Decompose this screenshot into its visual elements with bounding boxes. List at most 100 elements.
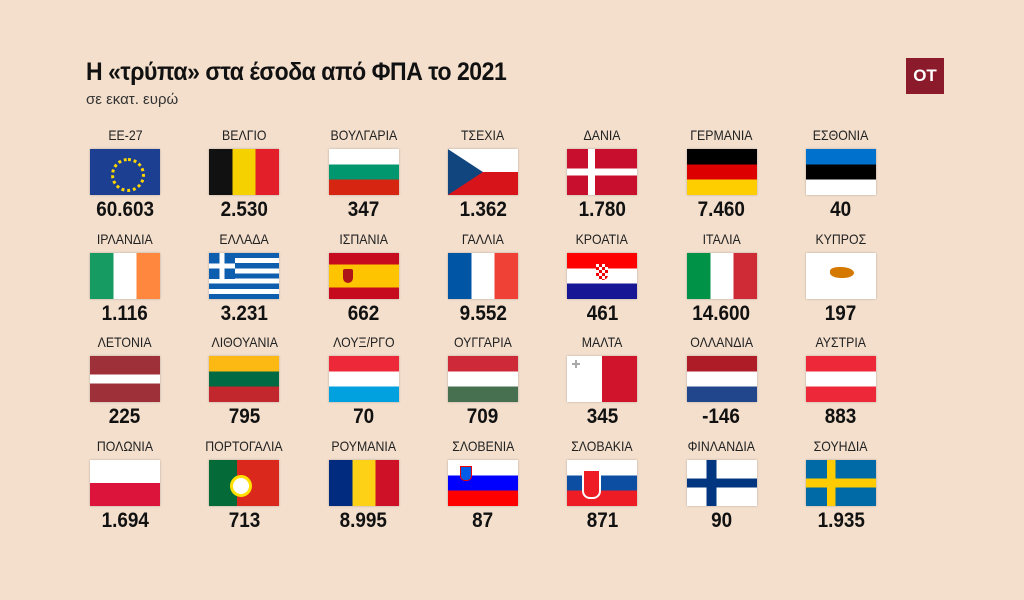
country-value: 795 [228, 405, 261, 428]
country-value: 1.780 [578, 198, 626, 221]
country-name: ΙΣΠΑΝΙΑ [339, 230, 388, 247]
flag-bg-icon [328, 149, 399, 195]
country-cell: ΕΛΛΑΔΑ 3.231 [184, 230, 304, 326]
country-name: ΡΟΥΜΑΝΙΑ [331, 437, 396, 454]
country-name: ΣΛΟΒΑΚΙΑ [571, 437, 633, 454]
country-value: 225 [109, 405, 141, 428]
country-name: ΙΤΑΛΙΑ [702, 230, 741, 247]
flag-lv-icon [90, 356, 160, 402]
flag-at-icon [805, 356, 876, 402]
country-value: -146 [702, 405, 741, 428]
flag-pt-icon [209, 459, 280, 506]
flag-mt-icon [567, 356, 638, 402]
country-name: ΠΟΛΩΝΙΑ [96, 437, 154, 454]
country-value: 1.116 [101, 301, 149, 325]
flag-lu-icon [328, 356, 399, 402]
flag-hr-icon [567, 252, 638, 299]
country-cell: ΣΛΟΒΑΚΙΑ 871 [542, 437, 662, 533]
country-cell: ΙΡΛΑΝΔΙΑ 1.116 [65, 230, 185, 326]
country-value: 1.694 [101, 508, 149, 532]
country-value: 871 [586, 508, 618, 532]
country-cell: ΡΟΥΜΑΝΙΑ 8.995 [304, 437, 424, 533]
country-cell: ΛΕΤΟΝΙΑ 225 [65, 333, 185, 429]
flag-sk-icon [567, 459, 638, 506]
country-value: 197 [825, 301, 857, 325]
country-value: 709 [467, 405, 499, 428]
country-cell: ΜΑΛΤΑ 345 [542, 333, 662, 429]
country-value: 461 [586, 301, 618, 325]
country-value: 8.995 [339, 508, 388, 532]
country-cell: ΠΟΛΩΝΙΑ 1.694 [65, 437, 185, 533]
country-value: 14.600 [692, 301, 751, 325]
country-value: 9.552 [459, 301, 507, 325]
country-name: ΜΑΛΤΑ [581, 334, 623, 350]
country-value: 7.460 [697, 198, 746, 221]
country-cell: ΦΙΝΛΑΝΔΙΑ 90 [662, 437, 782, 533]
country-name: ΓΑΛΛΙΑ [461, 230, 504, 247]
country-value: 1.935 [817, 508, 865, 532]
flag-ee-icon [805, 149, 876, 195]
flag-ro-icon [328, 459, 399, 506]
country-name: ΛΟΥΞ/ΡΓΟ [332, 334, 395, 350]
country-cell: ΟΛΛΑΝΔΙΑ -146 [662, 333, 782, 429]
page-title: Η «τρύπα» στα έσοδα από ΦΠΑ το 2021 [86, 58, 507, 86]
country-name: ΔΑΝΙΑ [583, 127, 621, 143]
country-cell: ΣΟΥΗΔΙΑ 1.935 [781, 437, 901, 533]
country-cell: ΙΣΠΑΝΙΑ 662 [304, 230, 424, 326]
country-name: ΤΣΕΧΙΑ [461, 127, 505, 143]
country-cell: ΒΟΥΛΓΑΡΙΑ 347 [304, 126, 424, 222]
country-value: 2.530 [220, 198, 268, 221]
flag-it-icon [686, 252, 757, 299]
flag-cz-icon [447, 149, 518, 195]
country-cell: ΛΟΥΞ/ΡΓΟ 70 [304, 333, 424, 429]
flag-lt-icon [209, 356, 280, 402]
country-cell: ΕΕ-27 60.603 [65, 126, 185, 222]
flag-hu-icon [447, 356, 518, 402]
country-name: ΦΙΝΛΑΝΔΙΑ [687, 437, 756, 454]
country-name: ΙΡΛΑΝΔΙΑ [97, 230, 153, 247]
flag-eu-icon [90, 149, 160, 195]
country-value: 3.231 [220, 301, 268, 325]
country-value: 883 [825, 405, 857, 428]
country-name: ΟΥΓΓΑΡΙΑ [453, 334, 512, 350]
country-name: ΒΟΥΛΓΑΡΙΑ [330, 127, 397, 143]
flag-de-icon [686, 149, 757, 195]
flag-fr-icon [447, 252, 518, 299]
flag-se-icon [805, 459, 876, 506]
country-cell: ΠΟΡΤΟΓΑΛΙΑ 713 [184, 437, 304, 533]
flag-cy-icon [805, 252, 876, 299]
country-value: 60.603 [96, 198, 154, 221]
flag-dk-icon [567, 149, 638, 195]
country-name: ΣΛΟΒΕΝΙΑ [451, 437, 514, 454]
country-cell: ΤΣΕΧΙΑ 1.362 [423, 126, 543, 222]
country-value: 345 [586, 405, 618, 428]
country-cell: ΔΑΝΙΑ 1.780 [542, 126, 662, 222]
flag-si-icon [447, 459, 518, 506]
country-value: 90 [710, 508, 733, 532]
country-name: ΓΕΡΜΑΝΙΑ [690, 127, 753, 143]
country-cell: ΟΥΓΓΑΡΙΑ 709 [423, 333, 543, 429]
flag-es-icon [328, 252, 399, 299]
flag-gr-icon [209, 252, 280, 299]
country-cell: ΚΥΠΡΟΣ 197 [781, 230, 901, 326]
country-value: 347 [347, 198, 380, 221]
flag-be-icon [209, 149, 280, 195]
page-subtitle: σε εκατ. ευρώ [86, 91, 179, 108]
country-cell: ΓΕΡΜΑΝΙΑ 7.460 [662, 126, 782, 222]
country-name: ΛΙΘΟΥΑΝΙΑ [211, 334, 278, 350]
country-value: 87 [472, 508, 494, 532]
country-name: ΕΛΛΑΔΑ [219, 230, 269, 247]
flag-nl-icon [686, 356, 757, 402]
country-value: 1.362 [459, 198, 507, 221]
country-name: ΕΣΘΟΝΙΑ [813, 127, 869, 143]
ot-logo: ΟΤ [906, 58, 944, 94]
country-value: 713 [228, 508, 261, 532]
country-name: ΒΕΛΓΙΟ [222, 127, 267, 143]
country-cell: ΕΣΘΟΝΙΑ 40 [781, 126, 901, 222]
country-name: ΠΟΡΤΟΓΑΛΙΑ [205, 437, 283, 454]
country-cell: ΓΑΛΛΙΑ 9.552 [423, 230, 543, 326]
country-value: 40 [830, 198, 852, 221]
country-name: ΛΕΤΟΝΙΑ [98, 334, 152, 350]
country-cell: ΒΕΛΓΙΟ 2.530 [184, 126, 304, 222]
country-name: ΚΥΠΡΟΣ [815, 230, 867, 247]
